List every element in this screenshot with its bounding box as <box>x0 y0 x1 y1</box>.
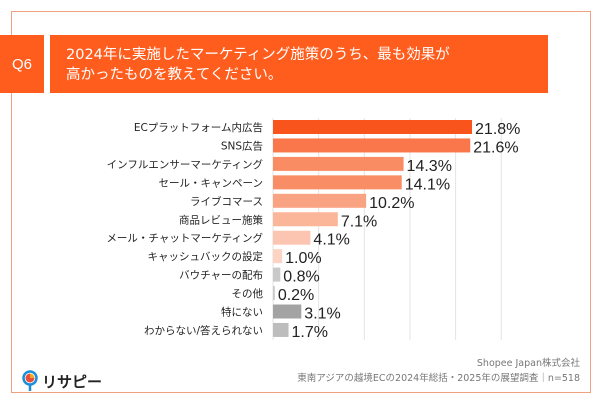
bar <box>273 156 404 171</box>
category-label: SNS広告 <box>221 139 263 152</box>
value-label: 1.0% <box>285 250 321 267</box>
bar <box>273 212 338 227</box>
category-label: 商品レビュー施策 <box>179 213 263 226</box>
logo-pin-icon <box>22 370 38 391</box>
value-label: 14.1% <box>405 176 450 193</box>
bar <box>273 267 281 282</box>
bar <box>273 249 283 264</box>
logo-text: リサピー <box>42 372 103 391</box>
bar <box>273 230 311 245</box>
title-line-2: 高かったものを教えてください。 <box>66 67 283 83</box>
value-label: 4.1% <box>313 232 349 249</box>
title-line-1: 2024年に実施したマーケティング施策のうち、最も効果が <box>66 47 450 63</box>
bar <box>273 175 402 190</box>
category-label: ECプラットフォーム内広告 <box>134 121 263 134</box>
category-label: 特にない <box>221 307 263 319</box>
chart-frame <box>11 11 591 393</box>
category-label: バウチャーの配布 <box>179 270 263 282</box>
value-label: 21.8% <box>475 121 520 138</box>
value-label: 1.7% <box>292 324 328 341</box>
value-label: 21.6% <box>473 139 518 156</box>
footer-company: Shopee Japan株式会社 <box>476 358 580 369</box>
value-label: 0.2% <box>278 287 314 304</box>
bar <box>273 120 473 134</box>
footer-source: Shopee Japan株式会社 東南アジアの越境ECの2024年総括・2025… <box>297 356 580 386</box>
value-label: 7.1% <box>341 213 377 230</box>
bar <box>273 286 275 301</box>
category-label: その他 <box>232 287 264 300</box>
category-label: わからない/答えられない <box>144 324 263 337</box>
bar <box>273 138 471 153</box>
bar <box>273 193 367 208</box>
bar <box>273 322 289 337</box>
category-label: キャッシュバックの設定 <box>148 250 264 263</box>
question-title: 2024年に実施したマーケティング施策のうち、最も効果が 高かったものを教えてく… <box>50 35 548 93</box>
footer-survey: 東南アジアの越境ECの2024年総括・2025年の展望調査｜n=518 <box>297 373 580 384</box>
value-label: 3.1% <box>304 306 340 323</box>
category-label: インフルエンサーマーケティング <box>107 158 264 171</box>
bar <box>273 304 302 319</box>
category-label: セール・キャンペーン <box>159 177 263 189</box>
logo: リサピー <box>22 370 102 392</box>
value-label: 14.3% <box>407 158 452 175</box>
question-number: Q6 <box>0 35 44 93</box>
category-label: メール・チャットマーケティング <box>106 232 263 245</box>
value-label: 0.8% <box>283 269 319 286</box>
value-label: 10.2% <box>369 195 414 212</box>
category-label: ライブコマース <box>190 195 263 208</box>
